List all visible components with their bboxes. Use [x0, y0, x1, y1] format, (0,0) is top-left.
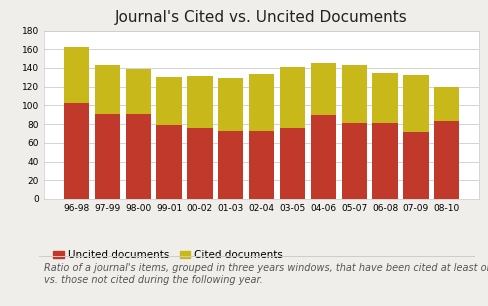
Bar — [63, 47, 89, 103]
Bar — [95, 65, 120, 114]
Bar — [310, 63, 335, 115]
Bar — [187, 76, 212, 128]
Bar — [372, 123, 397, 199]
Bar — [341, 123, 366, 199]
Bar — [403, 76, 427, 132]
Bar — [63, 103, 89, 199]
Bar — [156, 77, 182, 125]
Bar — [125, 69, 150, 114]
Title: Journal's Cited vs. Uncited Documents: Journal's Cited vs. Uncited Documents — [115, 10, 407, 25]
Bar — [218, 78, 243, 131]
Bar — [279, 128, 305, 199]
Bar — [248, 131, 274, 199]
Bar — [248, 74, 274, 131]
Bar — [310, 115, 335, 199]
Bar — [218, 131, 243, 199]
Bar — [279, 67, 305, 128]
Bar — [156, 125, 182, 199]
Bar — [341, 65, 366, 123]
Bar — [433, 121, 459, 199]
Bar — [433, 87, 459, 121]
Bar — [187, 128, 212, 199]
Text: Ratio of a journal's items, grouped in three years windows, that have been cited: Ratio of a journal's items, grouped in t… — [44, 263, 488, 285]
Bar — [372, 73, 397, 123]
Bar — [125, 114, 150, 199]
Bar — [403, 132, 427, 199]
Legend: Uncited documents, Cited documents: Uncited documents, Cited documents — [49, 246, 287, 264]
Bar — [95, 114, 120, 199]
